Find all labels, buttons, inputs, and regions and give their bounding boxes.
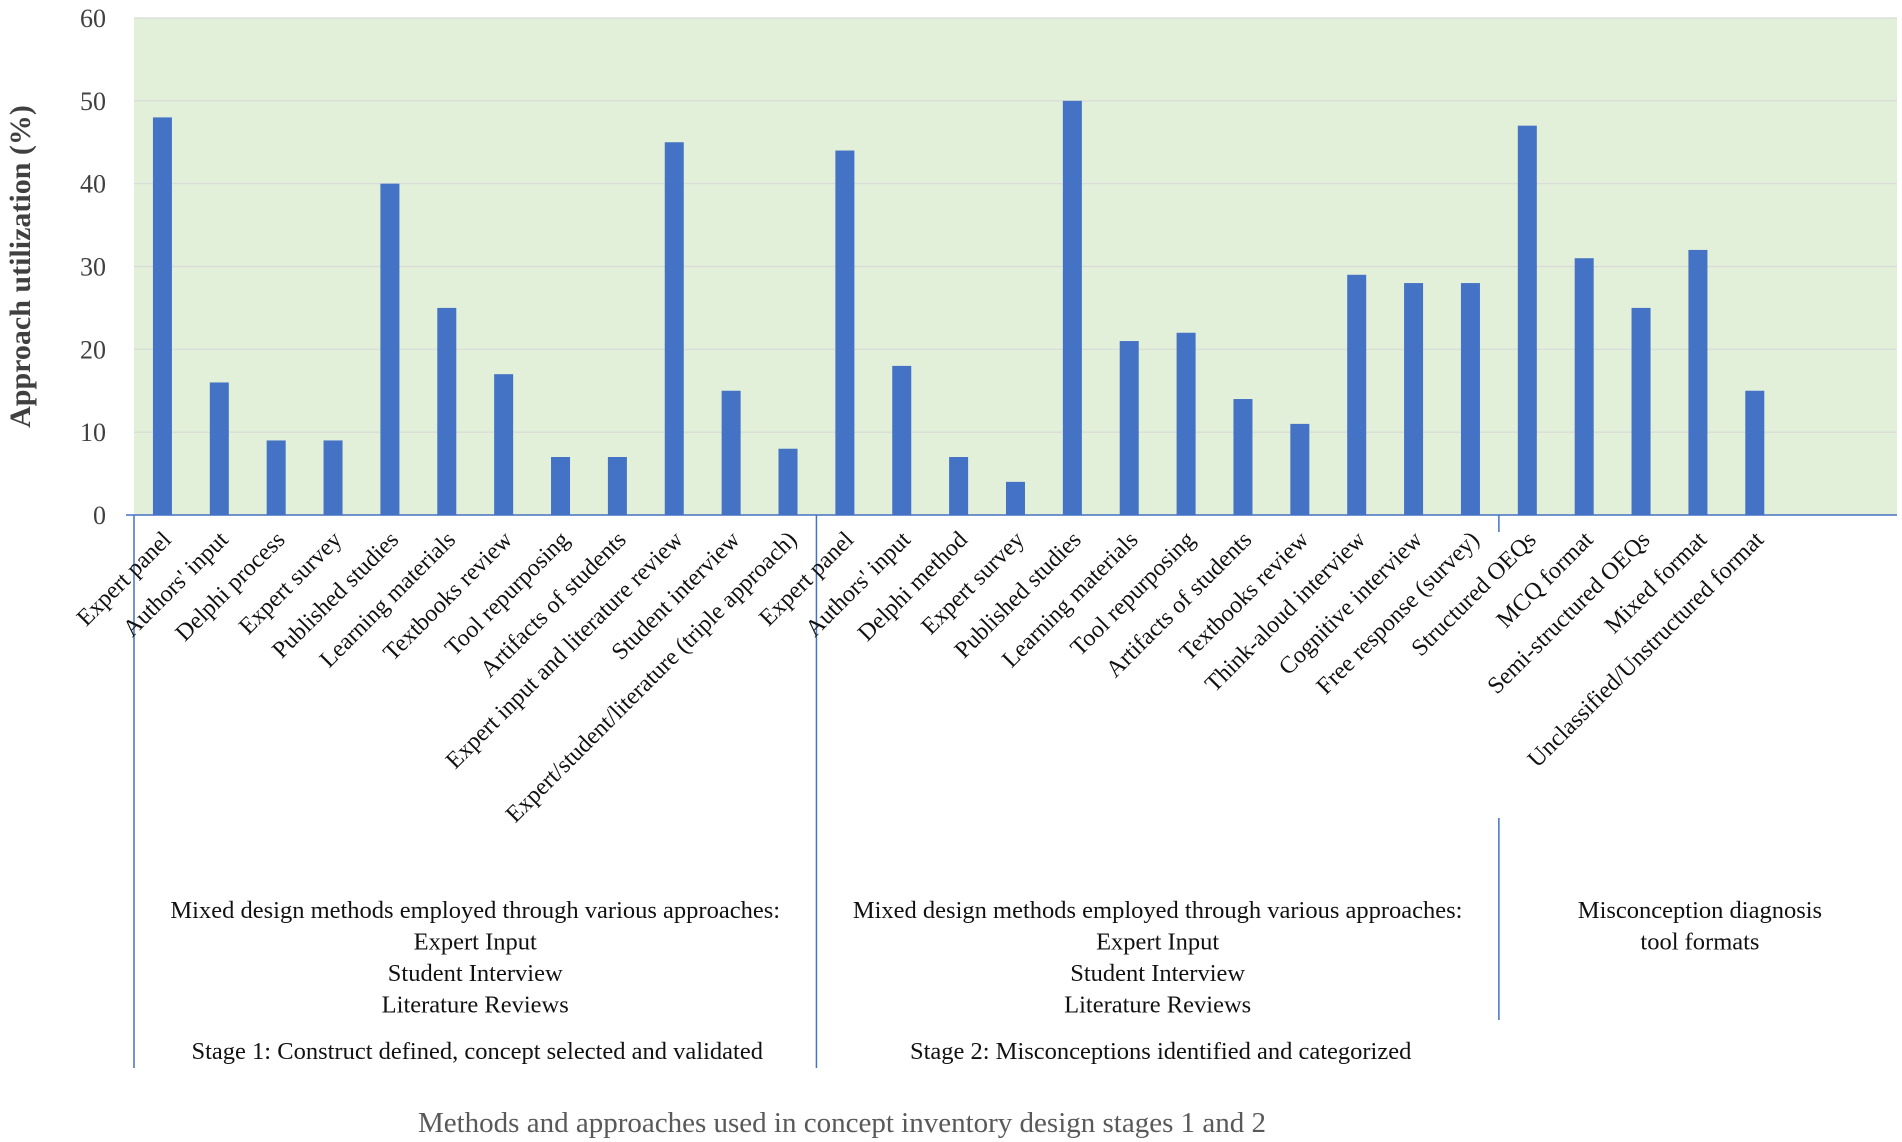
bar: [1005, 481, 1025, 515]
bar: [778, 448, 798, 515]
group-description-line: Expert Input: [414, 929, 537, 956]
bar: [551, 457, 571, 515]
y-axis-label: Approach utilization (%): [4, 105, 37, 428]
bar: [1062, 100, 1082, 515]
stage-labels: Stage 1: Construct defined, concept sele…: [191, 1038, 1411, 1065]
bar: [1404, 283, 1424, 515]
group-description-line: Mixed design methods employed through va…: [853, 897, 1463, 924]
bar: [1347, 274, 1367, 515]
bar: [323, 440, 343, 515]
group-description-line: Misconception diagnosis: [1578, 897, 1822, 924]
bar: [664, 142, 684, 515]
bar: [152, 117, 172, 516]
bar: [1233, 399, 1253, 515]
group-description-line: Literature Reviews: [382, 992, 569, 1019]
bar: [892, 365, 912, 515]
stage-label: Stage 2: Misconceptions identified and c…: [910, 1038, 1411, 1065]
bar: [1688, 249, 1708, 515]
y-tick-label: 20: [80, 335, 106, 364]
group-description-line: Mixed design methods employed through va…: [170, 897, 780, 924]
group-description-line: Student Interview: [388, 960, 563, 987]
bar: [494, 374, 514, 515]
bar: [1119, 341, 1139, 515]
y-tick-label: 50: [80, 87, 106, 116]
axes: [126, 514, 1897, 1068]
bar: [437, 307, 457, 515]
y-tick-label: 10: [80, 418, 106, 447]
bar: [835, 150, 855, 516]
y-tick-label: 30: [80, 253, 106, 282]
bar: [1745, 390, 1765, 515]
bar: [1574, 258, 1594, 515]
group-descriptions: Mixed design methods employed through va…: [170, 897, 1822, 1019]
group-description-line: tool formats: [1640, 929, 1759, 956]
y-tick-labels: 0 10 20 30 40 50 60: [80, 4, 106, 530]
bar: [607, 457, 627, 515]
y-tick-label: 60: [80, 4, 106, 33]
bar: [1460, 283, 1480, 515]
bar: [209, 382, 229, 515]
bar: [949, 457, 969, 515]
bar: [1290, 423, 1310, 515]
stage-label: Stage 1: Construct defined, concept sele…: [191, 1038, 762, 1065]
bar: [1176, 332, 1196, 515]
bar: [380, 183, 400, 515]
y-tick-label: 0: [93, 501, 106, 530]
gridlines: [134, 17, 1897, 433]
group-description-line: Expert Input: [1096, 929, 1219, 956]
bar: [1517, 125, 1537, 515]
group-description-line: Literature Reviews: [1064, 992, 1251, 1019]
bar: [721, 390, 741, 515]
bar: [266, 440, 286, 515]
group-description-line: Student Interview: [1070, 960, 1245, 987]
bars: [152, 100, 1765, 516]
bar: [1631, 307, 1651, 515]
x-axis-label: Methods and approaches used in concept i…: [418, 1107, 1266, 1139]
y-tick-label: 40: [80, 170, 106, 199]
